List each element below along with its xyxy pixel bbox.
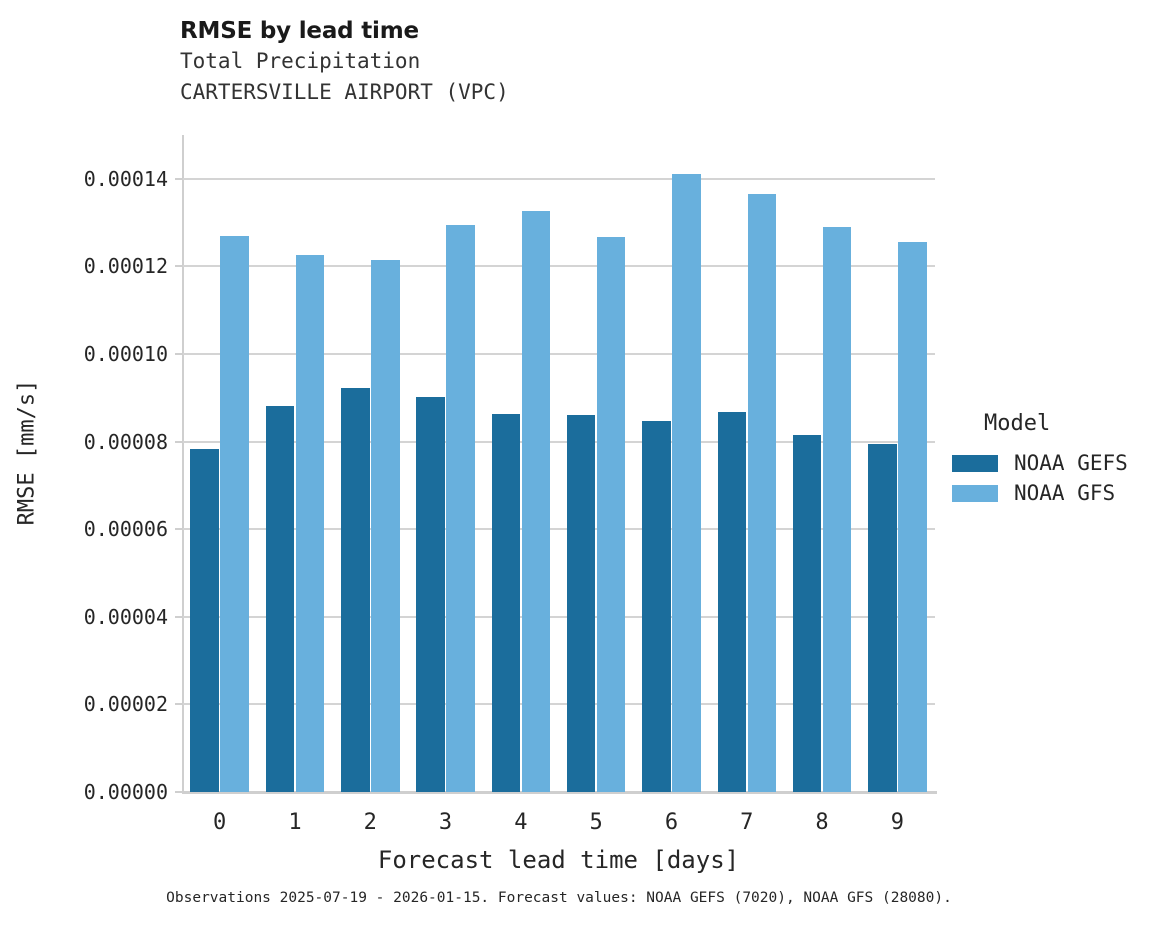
x-axis-tick-label: 2 bbox=[363, 810, 377, 835]
bar-noaa-gefs-day-3[interactable] bbox=[416, 397, 445, 792]
x-axis-tick-label: 1 bbox=[288, 810, 302, 835]
gridline bbox=[182, 353, 935, 355]
y-axis-tick-label: 0.00008 bbox=[83, 429, 168, 454]
bar-noaa-gfs-day-7[interactable] bbox=[747, 193, 776, 792]
y-axis-tick-mark bbox=[175, 177, 183, 180]
gridline bbox=[182, 703, 935, 706]
bar-noaa-gfs-day-1[interactable] bbox=[295, 255, 325, 792]
title-block: RMSE by lead time Total Precipitation CA… bbox=[180, 16, 940, 108]
y-axis-tick-label: 0.00000 bbox=[83, 780, 168, 804]
y-axis-tick-mark bbox=[175, 440, 183, 443]
legend-item-noaa-gfs[interactable]: NOAA GFS bbox=[952, 478, 1167, 508]
x-axis-tick-label: 9 bbox=[890, 810, 904, 835]
x-axis-tick-label: 6 bbox=[664, 810, 679, 835]
y-axis-tick-mark bbox=[175, 265, 183, 268]
bar-noaa-gfs-day-8[interactable] bbox=[822, 226, 852, 792]
bar-noaa-gefs-day-8[interactable] bbox=[792, 434, 822, 792]
y-axis-tick-label: 0.00014 bbox=[83, 166, 168, 191]
bar-noaa-gfs-day-6[interactable] bbox=[672, 173, 701, 792]
bar-noaa-gfs-day-3[interactable] bbox=[446, 224, 475, 792]
x-axis-tick-label: 4 bbox=[514, 810, 528, 835]
bar-noaa-gfs-day-2[interactable] bbox=[371, 260, 400, 792]
y-axis-tick-label: 0.00012 bbox=[83, 254, 168, 279]
page-title: RMSE by lead time bbox=[180, 18, 419, 44]
bar-noaa-gefs-day-1[interactable] bbox=[265, 405, 295, 792]
bar-noaa-gfs-day-5[interactable] bbox=[596, 237, 626, 792]
y-axis-tick-mark bbox=[175, 353, 183, 355]
bar-noaa-gefs-day-2[interactable] bbox=[341, 388, 370, 792]
x-axis-tick-label: 7 bbox=[740, 810, 754, 835]
gridline bbox=[182, 265, 935, 268]
x-axis-tick-label: 5 bbox=[589, 810, 603, 835]
plot-area bbox=[182, 135, 935, 792]
x-axis-tick-label: 8 bbox=[815, 810, 829, 835]
bar-noaa-gefs-day-9[interactable] bbox=[868, 444, 897, 792]
legend-color-swatch bbox=[952, 454, 998, 472]
gridline bbox=[182, 528, 935, 531]
x-axis-tick-label: 3 bbox=[438, 810, 453, 835]
legend-item-label: NOAA GEFS bbox=[1014, 450, 1128, 475]
legend: Model NOAA GEFS NOAA GFS bbox=[952, 410, 1167, 508]
legend-entries: NOAA GEFS NOAA GFS bbox=[952, 448, 1167, 508]
bar-noaa-gefs-day-0[interactable] bbox=[190, 448, 219, 792]
bar-noaa-gefs-day-5[interactable] bbox=[566, 414, 596, 792]
bar-noaa-gefs-day-7[interactable] bbox=[717, 411, 746, 792]
legend-title: Model bbox=[984, 411, 1051, 436]
y-axis-title: RMSE [mm/s] bbox=[14, 379, 40, 526]
y-axis-tick-label: 0.00006 bbox=[83, 517, 168, 542]
gridline bbox=[182, 177, 935, 180]
y-axis-tick-mark bbox=[175, 791, 183, 793]
y-axis-tick-mark bbox=[175, 528, 183, 531]
x-axis-tick-label: 0 bbox=[213, 810, 227, 835]
legend-item-label: NOAA GFS bbox=[1014, 480, 1116, 505]
bar-noaa-gfs-day-9[interactable] bbox=[898, 242, 927, 792]
y-axis-tick-labels: 0.00000 0.00002 0.00004 0.00006 0.00008 0.000… bbox=[0, 0, 168, 928]
legend-color-swatch bbox=[952, 484, 998, 502]
bar-noaa-gfs-day-4[interactable] bbox=[521, 210, 551, 792]
chart-caption: Observations 2025-07-19 - 2026-01-15. Fo… bbox=[166, 890, 952, 906]
chart-subtitle-variable: Total Precipitation bbox=[180, 49, 421, 73]
x-axis-title: Forecast lead time [days] bbox=[377, 846, 740, 874]
y-axis-tick-label: 0.00010 bbox=[83, 342, 168, 366]
gridline bbox=[182, 440, 935, 443]
x-axis-line bbox=[182, 791, 937, 794]
bar-noaa-gefs-day-4[interactable] bbox=[491, 413, 521, 792]
chart-subtitle-station: CARTERSVILLE AIRPORT (VPC) bbox=[180, 80, 509, 104]
y-axis-tick-label: 0.00002 bbox=[83, 692, 168, 717]
y-axis-tick-mark bbox=[175, 615, 183, 618]
bar-noaa-gfs-day-0[interactable] bbox=[220, 235, 249, 792]
legend-item-noaa-gefs[interactable]: NOAA GEFS bbox=[952, 448, 1167, 478]
y-axis-line bbox=[182, 135, 184, 793]
bar-noaa-gefs-day-6[interactable] bbox=[642, 420, 671, 792]
gridline bbox=[182, 615, 935, 618]
y-axis-tick-label: 0.00004 bbox=[83, 604, 168, 629]
y-axis-tick-mark bbox=[175, 703, 183, 706]
